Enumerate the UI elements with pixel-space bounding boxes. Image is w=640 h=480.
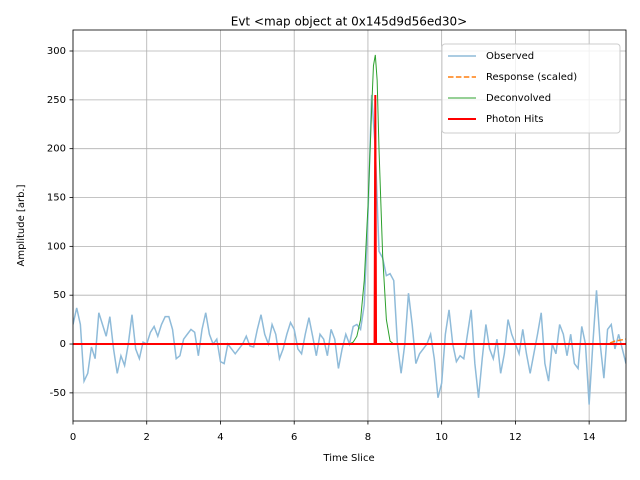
- x-axis-label: Time Slice: [322, 453, 374, 464]
- y-axis-label: Amplitude [arb.]: [16, 184, 27, 266]
- x-tick-label: 4: [217, 432, 223, 443]
- x-tick-label: 14: [583, 432, 596, 443]
- y-tick-label: 200: [47, 144, 66, 155]
- y-tick-label: 250: [47, 95, 66, 106]
- x-tick-label: 12: [509, 432, 522, 443]
- y-tick-label: 0: [60, 339, 66, 350]
- series-line: [73, 338, 626, 345]
- legend-label: Deconvolved: [486, 93, 551, 104]
- legend-label: Photon Hits: [486, 114, 543, 125]
- y-tick-label: 300: [47, 46, 66, 57]
- axes-frame: [72, 29, 627, 422]
- x-tick-label: 2: [144, 432, 150, 443]
- x-tick-label: 6: [291, 432, 297, 443]
- legend-label: Response (scaled): [486, 72, 577, 83]
- y-tick-label: -50: [50, 388, 66, 399]
- series-line: [73, 54, 626, 345]
- y-tick-label: 50: [53, 290, 66, 301]
- legend-box: [441, 43, 621, 134]
- series-line: [73, 94, 626, 346]
- x-tick-label: 0: [70, 432, 76, 443]
- y-tick-label: 150: [47, 193, 66, 204]
- legend: Observed Response (scaled) Deconvolved Phot…: [441, 43, 621, 134]
- x-tick-label: 10: [435, 432, 448, 443]
- legend-label: Observed: [486, 51, 534, 62]
- chart-title: Evt <map object at 0x145d9d56ed30>: [231, 15, 468, 29]
- x-tick-label: 8: [365, 432, 371, 443]
- y-tick-label: 100: [47, 241, 66, 252]
